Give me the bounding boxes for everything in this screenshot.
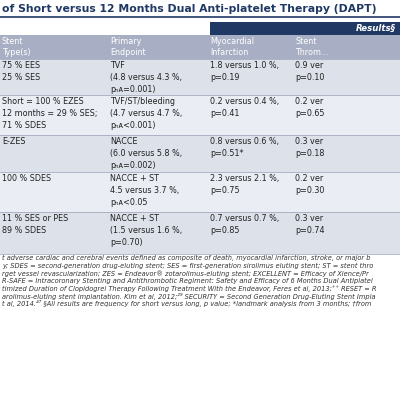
Text: 0.2 versus 0.4 %,
p=0.41: 0.2 versus 0.4 %, p=0.41 bbox=[210, 97, 279, 118]
Text: 100 % SDES: 100 % SDES bbox=[2, 174, 51, 183]
Text: R-SAFE = Intracoronary Stenting and Antithrombotic Regiment: Safety and Efficacy: R-SAFE = Intracoronary Stenting and Anti… bbox=[2, 278, 373, 284]
Text: 11 % SES or PES
89 % SDES: 11 % SES or PES 89 % SDES bbox=[2, 214, 68, 235]
Text: rget vessel revascularization; ZES = Endeavor® zotarolimus-eluting stent; EXCELL: rget vessel revascularization; ZES = End… bbox=[2, 270, 369, 277]
Text: t adverse cardiac and cerebral events defined as composite of death, myocardial : t adverse cardiac and cerebral events de… bbox=[2, 255, 370, 261]
Text: E-ZES: E-ZES bbox=[2, 137, 26, 146]
Text: TVF/ST/bleeding
(4.7 versus 4.7 %,
pₙᴀ<0.001): TVF/ST/bleeding (4.7 versus 4.7 %, pₙᴀ<0… bbox=[110, 97, 182, 130]
Text: NACCE
(6.0 versus 5.8 %,
pₙᴀ=0.002): NACCE (6.0 versus 5.8 %, pₙᴀ=0.002) bbox=[110, 137, 182, 170]
Text: 0.3 ver
p=0.74: 0.3 ver p=0.74 bbox=[295, 214, 324, 235]
Bar bbox=[0, 35, 400, 59]
Text: 0.9 ver
p=0.10: 0.9 ver p=0.10 bbox=[295, 61, 324, 82]
Text: Results§: Results§ bbox=[356, 24, 396, 33]
Bar bbox=[0, 212, 400, 254]
Bar bbox=[0, 95, 400, 135]
Text: 1.8 versus 1.0 %,
p=0.19: 1.8 versus 1.0 %, p=0.19 bbox=[210, 61, 279, 82]
Text: t al, 2014.⁴⁷ §All results are frequency for short versus long, p value; *landma: t al, 2014.⁴⁷ §All results are frequency… bbox=[2, 300, 371, 307]
Text: Short = 100 % EZES
12 months = 29 % SES;
71 % SDES: Short = 100 % EZES 12 months = 29 % SES;… bbox=[2, 97, 98, 130]
Text: Stent
Throm...: Stent Throm... bbox=[295, 37, 328, 58]
Text: arolimus-eluting stent implantation. Kim et al, 2012;²⁹ SECURITY = Second Genera: arolimus-eluting stent implantation. Kim… bbox=[2, 292, 376, 300]
Text: of Short versus 12 Months Dual Anti-platelet Therapy (DAPT): of Short versus 12 Months Dual Anti-plat… bbox=[2, 4, 376, 14]
Text: y; SDES = second-generation drug-eluting stent; SES = first-generation sirolimus: y; SDES = second-generation drug-eluting… bbox=[2, 262, 373, 269]
Text: 2.3 versus 2.1 %,
p=0.75: 2.3 versus 2.1 %, p=0.75 bbox=[210, 174, 279, 195]
Text: Primary
Endpoint: Primary Endpoint bbox=[110, 37, 146, 58]
Text: 0.7 versus 0.7 %,
p=0.85: 0.7 versus 0.7 %, p=0.85 bbox=[210, 214, 279, 235]
Text: 75 % EES
25 % SES: 75 % EES 25 % SES bbox=[2, 61, 40, 82]
Text: TVF
(4.8 versus 4.3 %,
pₙᴀ=0.001): TVF (4.8 versus 4.3 %, pₙᴀ=0.001) bbox=[110, 61, 182, 94]
Text: 0.2 ver
p=0.30: 0.2 ver p=0.30 bbox=[295, 174, 324, 195]
Text: timized Duration of Clopidogrel Therapy Following Treatment With the Endeavor, F: timized Duration of Clopidogrel Therapy … bbox=[2, 285, 376, 292]
Text: 0.8 versus 0.6 %,
p=0.51*: 0.8 versus 0.6 %, p=0.51* bbox=[210, 137, 279, 158]
Bar bbox=[210, 22, 400, 35]
Text: NACCE + ST
4.5 versus 3.7 %,
pₙᴀ<0.05: NACCE + ST 4.5 versus 3.7 %, pₙᴀ<0.05 bbox=[110, 174, 179, 206]
Bar bbox=[0, 135, 400, 172]
Text: 0.2 ver
p=0.65: 0.2 ver p=0.65 bbox=[295, 97, 324, 118]
Bar bbox=[0, 59, 400, 95]
Text: NACCE + ST
(1.5 versus 1.6 %,
p=0.70): NACCE + ST (1.5 versus 1.6 %, p=0.70) bbox=[110, 214, 182, 246]
Text: Myocardial
Infarction: Myocardial Infarction bbox=[210, 37, 254, 58]
Text: 0.3 ver
p=0.18: 0.3 ver p=0.18 bbox=[295, 137, 324, 158]
Text: Stent
Type(s): Stent Type(s) bbox=[2, 37, 31, 58]
Bar bbox=[0, 172, 400, 212]
